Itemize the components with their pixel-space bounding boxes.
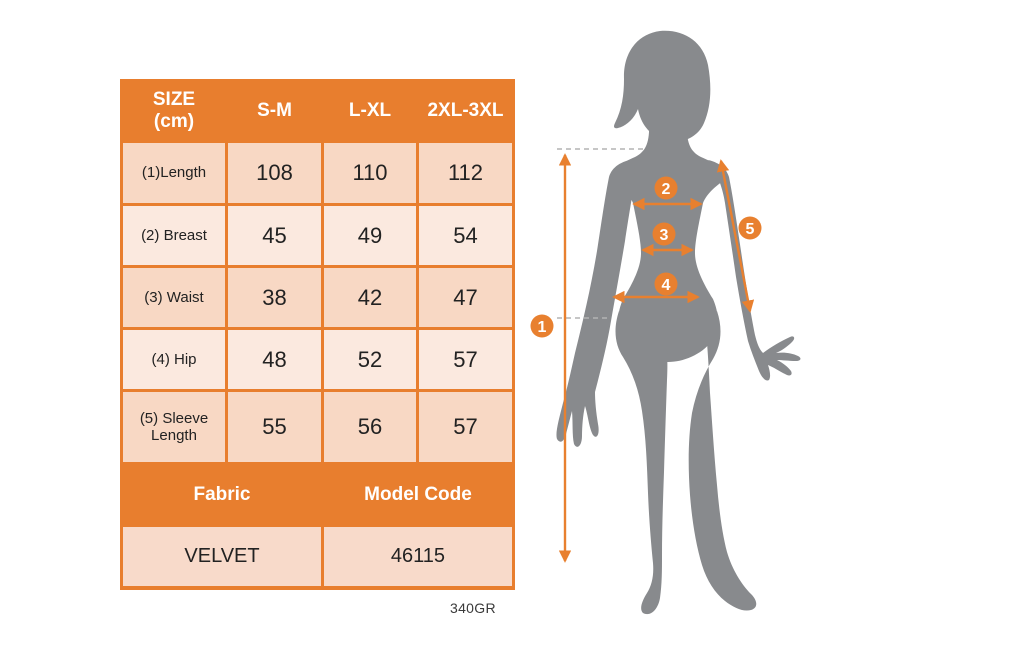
marker-3-circle (652, 222, 676, 246)
row-waist-label: (3) Waist (123, 268, 225, 327)
body-silhouette (556, 30, 801, 615)
row-hip-label: (4) Hip (123, 330, 225, 389)
row-sleeve-2xl3xl: 57 (419, 392, 512, 462)
size-table-header-lxl: L-XL (324, 82, 416, 140)
marker-4: 4 (654, 272, 678, 296)
marker-5: 5 (738, 216, 762, 240)
row-breast-label: (2) Breast (123, 206, 225, 265)
row-breast-sm: 45 (228, 206, 321, 265)
marker-1: 1 (530, 314, 554, 338)
marker-3: 3 (652, 222, 676, 246)
marker-5-circle (738, 216, 762, 240)
fabric-header: Fabric (123, 465, 321, 524)
marker-4-label: 4 (662, 277, 671, 294)
silhouette-left-leg (615, 311, 668, 615)
row-hip-2xl3xl: 57 (419, 330, 512, 389)
row-breast-lxl: 49 (324, 206, 416, 265)
row-breast-2xl3xl: 54 (419, 206, 512, 265)
row-hip-lxl: 52 (324, 330, 416, 389)
marker-3-label: 3 (660, 227, 669, 244)
row-waist-lxl: 42 (324, 268, 416, 327)
row-sleeve-lxl: 56 (324, 392, 416, 462)
marker-4-circle (654, 272, 678, 296)
row-hip-sm: 48 (228, 330, 321, 389)
marker-1-label: 1 (538, 319, 547, 336)
row-waist-2xl3xl: 47 (419, 268, 512, 327)
size-table-header-size: SIZE (cm) (123, 82, 225, 140)
marker-2-circle (654, 176, 678, 200)
silhouette-left-arm (556, 159, 635, 447)
row-length-label: (1)Length (123, 143, 225, 203)
row-sleeve-sm: 55 (228, 392, 321, 462)
row-waist-sm: 38 (228, 268, 321, 327)
marker-1-circle (530, 314, 554, 338)
marker-2: 2 (654, 176, 678, 200)
weight-note: 340GR (450, 600, 496, 616)
row-length-lxl: 110 (324, 143, 416, 203)
row-sleeve-label: (5) Sleeve Length (123, 392, 225, 462)
silhouette-right-leg (688, 311, 757, 611)
size-table: SIZE (cm) S-M L-XL 2XL-3XL (1)Length 108… (120, 79, 515, 590)
sleeve-arrow (716, 159, 755, 313)
marker-2-label: 2 (662, 181, 671, 198)
row-length-2xl3xl: 112 (419, 143, 512, 203)
model-code-value: 46115 (324, 527, 512, 586)
measurement-figure: 1 2 3 4 5 (530, 30, 801, 615)
model-code-header: Model Code (324, 465, 512, 524)
fabric-value: VELVET (123, 527, 321, 586)
marker-5-label: 5 (746, 221, 755, 238)
row-length-sm: 108 (228, 143, 321, 203)
size-table-header-sm: S-M (228, 82, 321, 140)
silhouette-head (614, 30, 711, 142)
size-table-header-2xl3xl: 2XL-3XL (419, 82, 512, 140)
